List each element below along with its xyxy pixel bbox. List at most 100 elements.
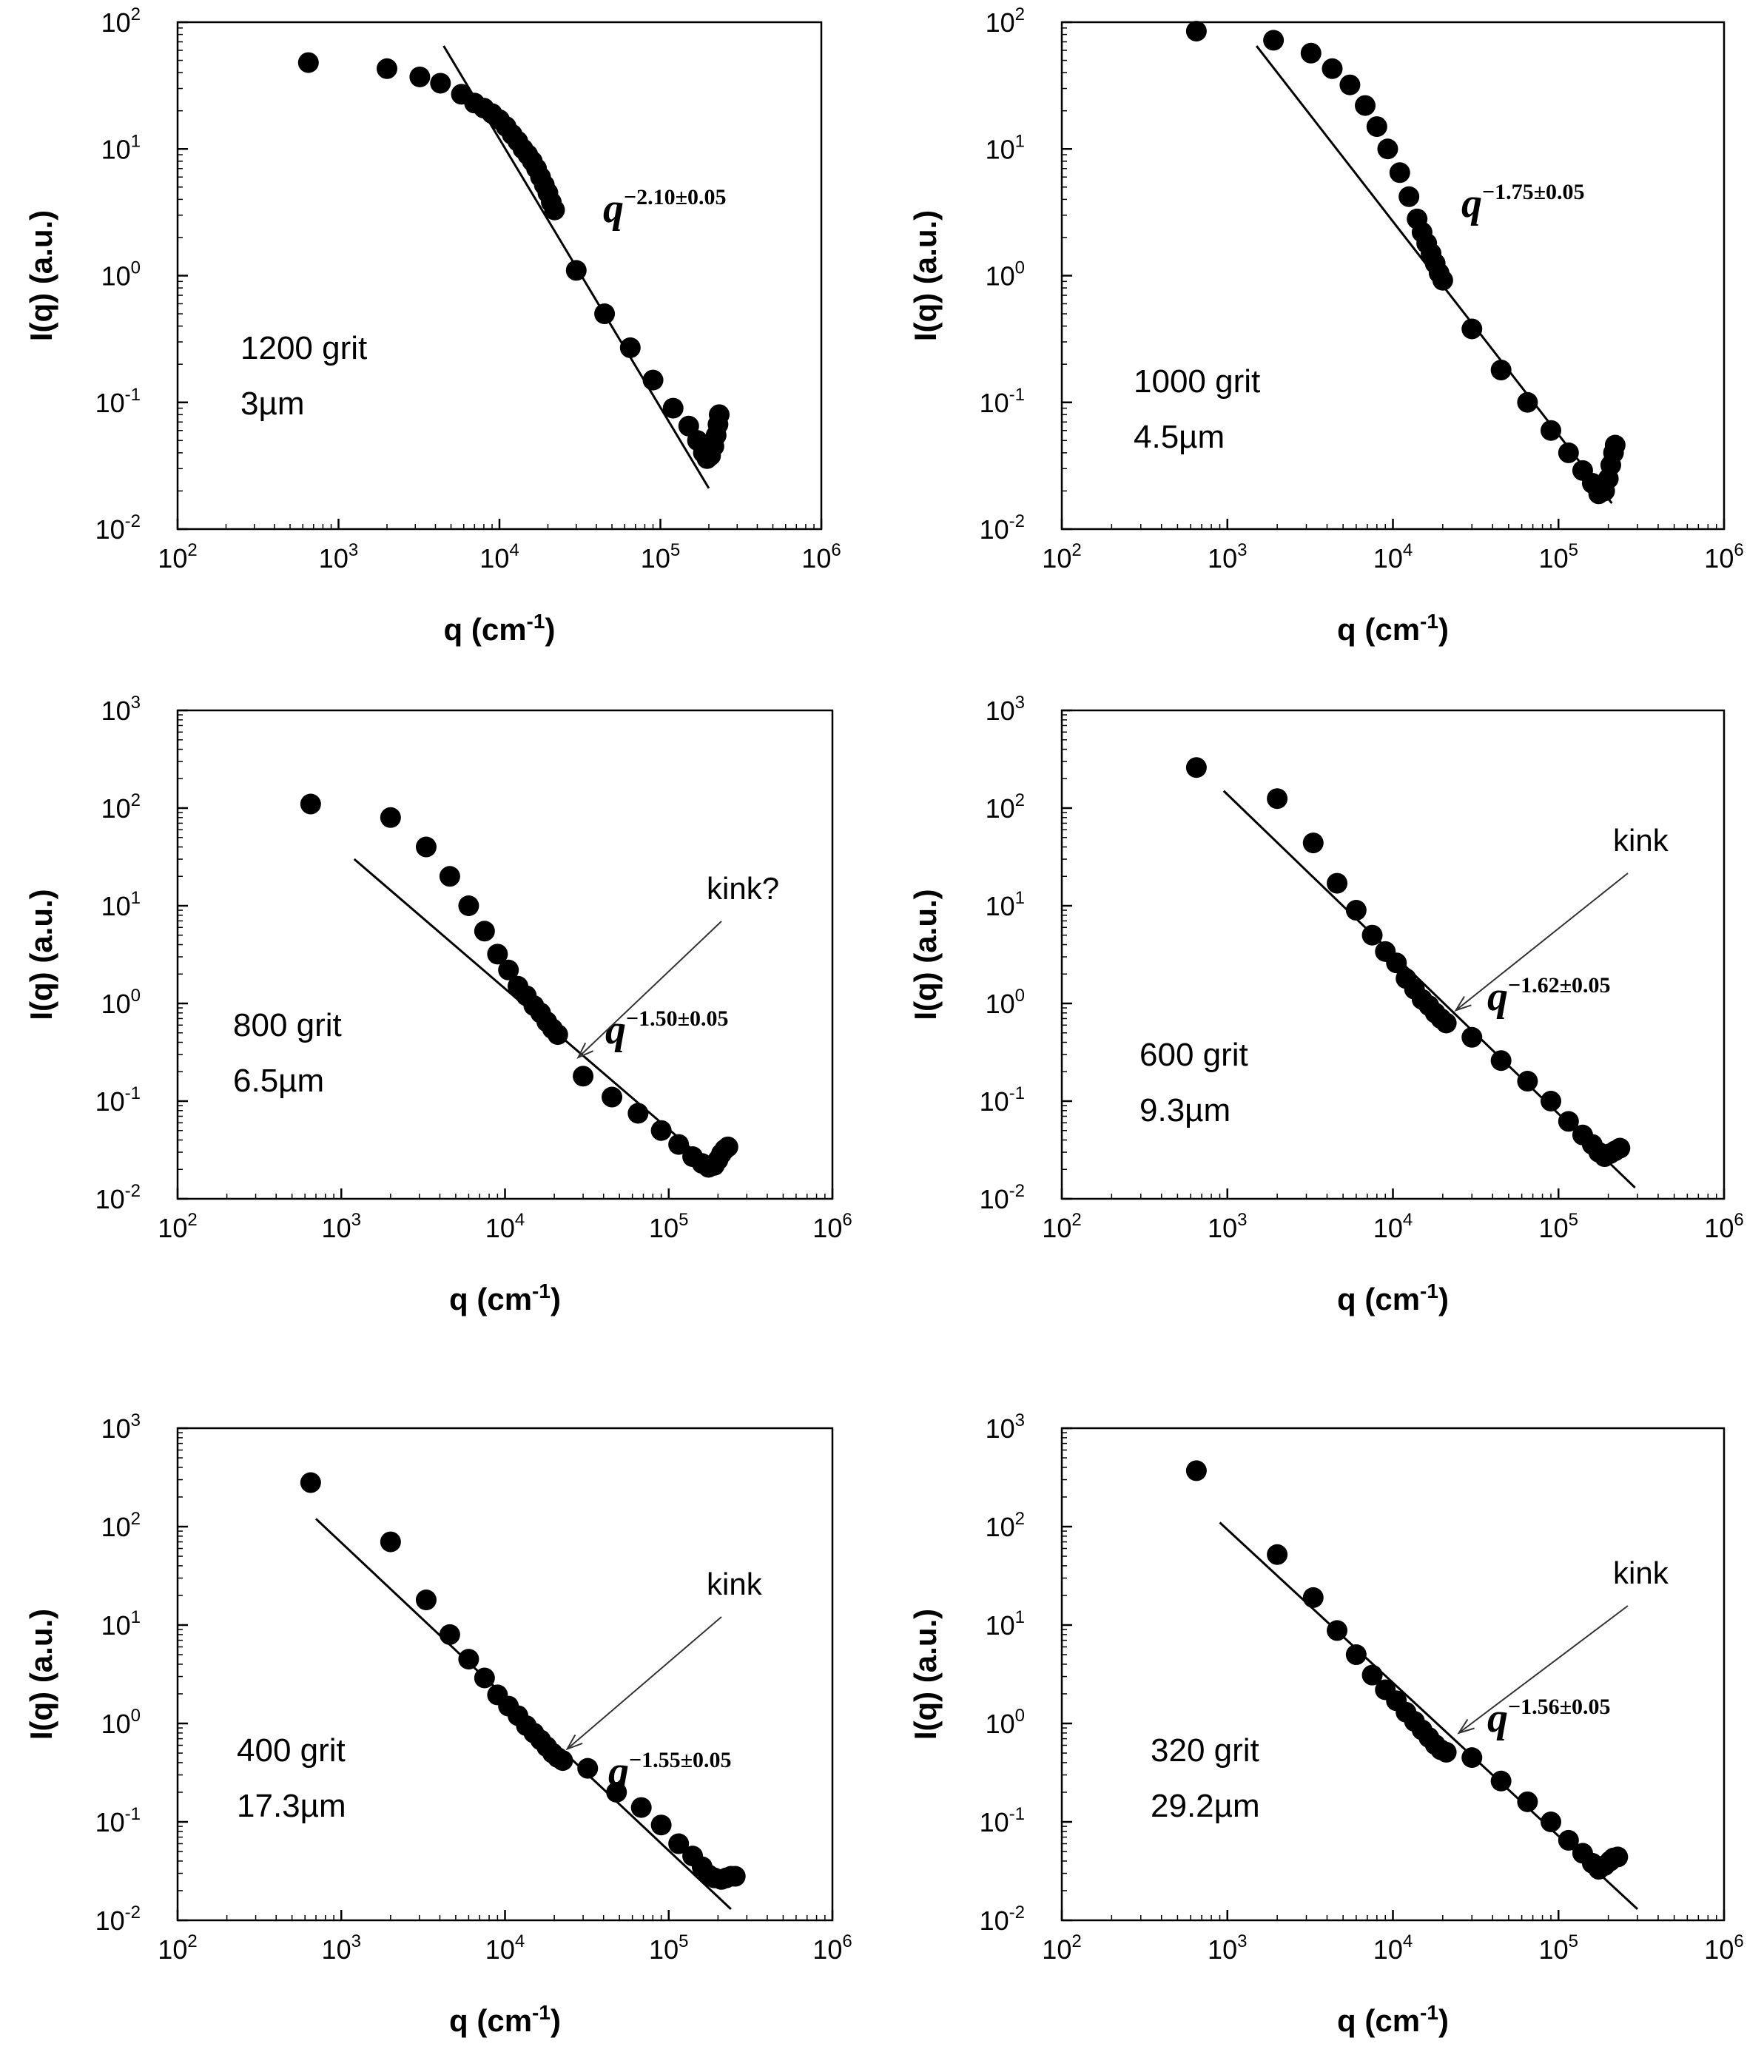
x-tick-label: 105 xyxy=(649,1210,688,1243)
y-axis-title: I(q) (a.u.) xyxy=(908,1609,943,1740)
x-axis-title: q (cm-1) xyxy=(1337,1279,1449,1316)
x-tick-label: 103 xyxy=(322,1210,361,1243)
y-tick-label: 102 xyxy=(101,790,141,824)
kink-label: kink xyxy=(1613,823,1669,858)
x-tick-label: 105 xyxy=(1539,540,1578,574)
data-point xyxy=(1517,391,1538,413)
data-point xyxy=(1322,58,1343,79)
data-point xyxy=(1185,1460,1207,1481)
data-point xyxy=(380,1531,401,1553)
data-point xyxy=(1609,1137,1631,1159)
data-point xyxy=(565,260,587,281)
x-tick-label: 104 xyxy=(485,1210,525,1243)
x-tick-label: 103 xyxy=(1208,1931,1247,1965)
data-point xyxy=(602,1086,623,1108)
y-tick-label: 100 xyxy=(986,986,1025,1019)
y-tick-label: 103 xyxy=(986,1410,1025,1444)
x-tick-label: 106 xyxy=(1704,540,1743,574)
data-point xyxy=(1517,1791,1538,1812)
data-point xyxy=(415,836,437,858)
sample-label: 1200 grit 3µm xyxy=(240,330,367,422)
x-axis-title: q (cm-1) xyxy=(1337,610,1449,647)
data-point xyxy=(650,1120,672,1141)
y-tick-label: 101 xyxy=(986,131,1025,164)
data-point xyxy=(1432,269,1453,291)
x-tick-label: 102 xyxy=(1042,1931,1081,1965)
kink-label: kink? xyxy=(707,871,779,906)
y-tick-label: 10-1 xyxy=(95,1083,141,1117)
y-axis-title: I(q) (a.u.) xyxy=(908,889,943,1020)
data-point xyxy=(1386,952,1407,974)
plot-frame xyxy=(176,21,823,531)
data-point xyxy=(300,1472,321,1493)
data-point xyxy=(1490,1050,1512,1072)
data-point xyxy=(1558,1829,1579,1851)
data-point xyxy=(1398,186,1420,207)
x-tick-label: 104 xyxy=(1373,1931,1413,1965)
y-axis-title: I(q) (a.u.) xyxy=(908,210,943,341)
data-point xyxy=(474,1667,495,1689)
y-tick-label: 102 xyxy=(986,4,1025,38)
x-tick-label: 104 xyxy=(1373,1210,1413,1243)
fit-exponent-label: q−1.75±0.05 xyxy=(1461,180,1585,226)
data-point xyxy=(300,793,321,815)
y-tick-label: 10-2 xyxy=(980,511,1025,545)
data-point xyxy=(415,1590,437,1611)
data-point xyxy=(1267,1544,1288,1565)
sample-label: 320 grit 29.2µm xyxy=(1151,1732,1260,1824)
y-tick-label: 10-2 xyxy=(95,511,141,545)
plot-frame xyxy=(1060,1427,1726,1922)
y-tick-label: 100 xyxy=(101,1706,141,1739)
y-tick-label: 102 xyxy=(101,1509,141,1542)
x-tick-label: 102 xyxy=(158,1210,197,1243)
data-point xyxy=(1490,1770,1512,1792)
y-tick-label: 10-2 xyxy=(95,1903,141,1936)
kink-arrow xyxy=(1458,1605,1629,1734)
x-axis-title: q (cm-1) xyxy=(1337,2001,1449,2038)
data-point xyxy=(297,52,319,73)
sample-label: 600 grit 9.3µm xyxy=(1139,1037,1248,1128)
y-tick-label: 103 xyxy=(101,693,141,726)
data-point xyxy=(1461,1747,1483,1769)
y-tick-label: 102 xyxy=(101,4,141,38)
data-point xyxy=(1361,924,1383,946)
x-tick-label: 106 xyxy=(801,540,841,574)
data-point xyxy=(708,404,730,426)
y-tick-label: 100 xyxy=(986,1706,1025,1739)
data-point xyxy=(1302,832,1324,854)
y-tick-label: 101 xyxy=(986,888,1025,921)
y-tick-label: 103 xyxy=(101,1410,141,1444)
kink-label: kink xyxy=(1613,1555,1669,1590)
data-point xyxy=(1361,1664,1383,1686)
y-tick-label: 10-1 xyxy=(980,1804,1025,1837)
chart-panel-6: 102 103 104 105 106 10-2 10-1 100 101 102 103 q (cm… xyxy=(908,1410,1744,2038)
data-point xyxy=(1541,1091,1562,1111)
data-point xyxy=(458,1649,479,1670)
kink-label: kink xyxy=(707,1567,763,1601)
data-point xyxy=(439,1624,460,1645)
y-tick-label: 10-2 xyxy=(980,1903,1025,1936)
y-tick-label: 101 xyxy=(101,1607,141,1641)
data-point xyxy=(1389,162,1410,184)
fit-exponent-label: q−1.56±0.05 xyxy=(1487,1695,1611,1741)
y-axis-title: I(q) (a.u.) xyxy=(24,1609,58,1740)
plot-frame xyxy=(176,1427,834,1922)
data-point xyxy=(498,959,519,980)
y-tick-label: 10-1 xyxy=(95,1804,141,1837)
data-point xyxy=(409,66,431,87)
data-point xyxy=(1377,138,1398,160)
x-tick-label: 105 xyxy=(641,540,680,574)
x-tick-label: 106 xyxy=(812,1210,852,1243)
data-point xyxy=(1541,1812,1562,1832)
data-point xyxy=(1461,318,1483,340)
x-tick-label: 103 xyxy=(1208,1210,1247,1243)
y-tick-label: 10-1 xyxy=(980,1083,1025,1117)
data-point xyxy=(1327,1620,1348,1641)
x-tick-label: 106 xyxy=(812,1931,852,1965)
x-tick-label: 105 xyxy=(1539,1931,1578,1965)
x-tick-label: 103 xyxy=(319,540,358,574)
chart-panel-4: 102 103 104 105 106 10-2 10-1 100 101 102 103 q (cm… xyxy=(908,693,1744,1316)
kink-arrow-head xyxy=(1454,996,1472,1012)
kink-arrow xyxy=(577,921,722,1058)
